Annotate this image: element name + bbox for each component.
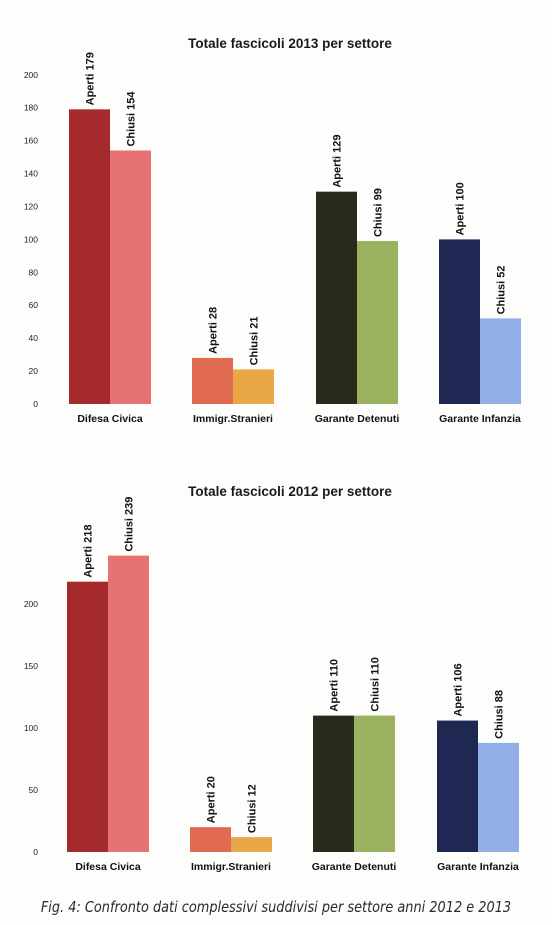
data-label: Chiusi 12: [247, 784, 259, 833]
bar-chiusi: [480, 318, 521, 404]
bar-chiusi: [110, 150, 151, 404]
bar-aperti: [439, 239, 480, 404]
y-tick-label: 120: [24, 201, 38, 211]
data-label: Aperti 20: [206, 776, 218, 823]
y-tick-label: 200: [24, 70, 38, 80]
y-tick-label: 60: [29, 300, 39, 310]
data-label: Aperti 179: [85, 52, 97, 105]
chart-title: Totale fascicoli 2013 per settore: [188, 36, 392, 51]
data-label: Chiusi 88: [494, 690, 506, 739]
bar-chiusi: [233, 369, 274, 404]
x-tick-label: Garante Detenuti: [312, 861, 397, 873]
bar-aperti: [316, 191, 357, 404]
bar-chiusi: [354, 715, 395, 852]
data-label: Chiusi 21: [249, 317, 261, 366]
data-label: Chiusi 154: [126, 91, 138, 147]
x-tick-label: Immigr.Stranieri: [191, 861, 271, 873]
y-tick-label: 80: [29, 267, 39, 277]
bar-chiusi: [231, 837, 272, 852]
data-label: Aperti 28: [208, 307, 220, 354]
x-tick-label: Garante Infanzia: [439, 413, 521, 425]
bar-aperti: [192, 357, 233, 404]
x-tick-label: Difesa Civica: [77, 413, 143, 425]
y-tick-label: 100: [24, 234, 38, 244]
bar-aperti: [437, 720, 478, 852]
bar-aperti: [313, 715, 354, 852]
data-label: Aperti 106: [453, 663, 465, 716]
y-tick-label: 150: [24, 661, 38, 671]
bar-chiusi: [478, 742, 519, 852]
y-tick-label: 100: [24, 723, 38, 733]
x-tick-label: Garante Detenuti: [315, 413, 400, 425]
data-label: Aperti 218: [83, 524, 95, 577]
data-label: Chiusi 239: [124, 497, 136, 552]
x-tick-label: Difesa Civica: [75, 861, 141, 873]
y-tick-label: 200: [24, 599, 38, 609]
data-label: Chiusi 99: [373, 188, 385, 237]
bar-aperti: [67, 581, 108, 852]
y-tick-label: 40: [29, 333, 39, 343]
data-label: Aperti 110: [329, 659, 341, 712]
y-tick-label: 140: [24, 169, 38, 179]
y-tick-label: 20: [29, 366, 39, 376]
figure-caption: Fig. 4: Confronto dati complessivi suddi…: [40, 898, 512, 916]
chart-title: Totale fascicoli 2012 per settore: [188, 484, 392, 499]
y-tick-label: 0: [33, 847, 38, 857]
bar-chiusi: [357, 241, 398, 404]
x-tick-label: Garante Infanzia: [437, 861, 519, 873]
bar-aperti: [190, 827, 231, 852]
data-label: Chiusi 52: [496, 266, 508, 315]
bar-chiusi: [108, 555, 149, 852]
bar-aperti: [69, 109, 110, 404]
data-label: Aperti 100: [455, 182, 467, 235]
y-tick-label: 180: [24, 103, 38, 113]
data-label: Chiusi 110: [370, 657, 382, 711]
y-tick-label: 50: [29, 785, 39, 795]
data-label: Aperti 129: [332, 134, 344, 187]
chart-1: Totale fascicoli 2012 per settore 0 50 100 1…: [24, 484, 519, 873]
y-tick-label: 0: [33, 399, 38, 409]
y-tick-label: 160: [24, 136, 38, 146]
chart-0: Totale fascicoli 2013 per settore 0 20 40 60…: [24, 36, 521, 425]
x-tick-label: Immigr.Stranieri: [193, 413, 273, 425]
